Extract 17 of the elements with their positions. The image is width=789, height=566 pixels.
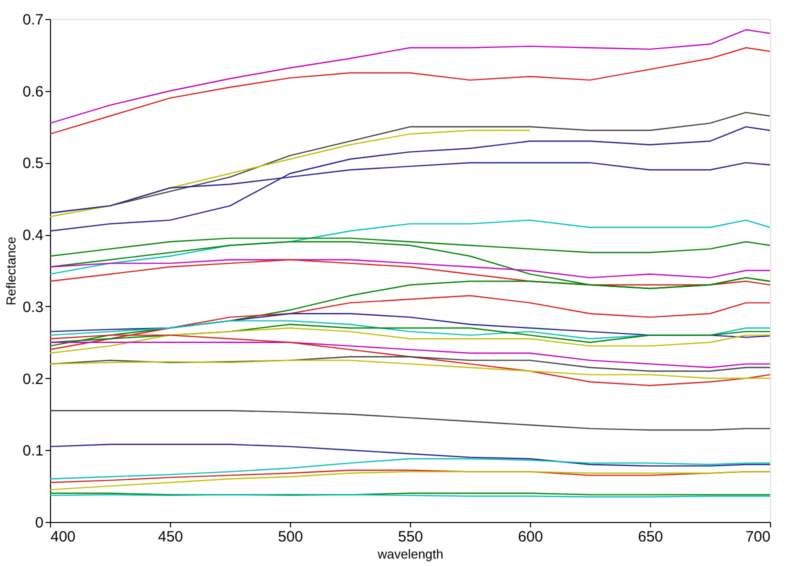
x-tick-label: 600 [518,528,544,546]
y-tick-label: 0.5 [22,155,44,172]
y-tick-label: 0.6 [22,83,44,100]
x-tick-label: 550 [398,528,424,546]
y-tick-label: 0.2 [22,370,44,388]
x-axis-title: wavelength [376,546,444,562]
y-tick-label: 0.7 [22,12,44,28]
x-tick-label: 650 [638,528,664,546]
x-tick-label: 400 [50,528,76,546]
y-tick-label: 0.3 [22,298,44,316]
x-tick-label: 450 [158,528,184,546]
y-tick-label: 0.1 [22,442,44,460]
y-tick-label: 0 [35,514,44,532]
y-axis-title: Reflectance [4,236,19,306]
x-tick-label: 500 [278,528,304,546]
x-tick-label: 700 [745,528,770,546]
y-tick-label: 0.4 [22,227,44,244]
